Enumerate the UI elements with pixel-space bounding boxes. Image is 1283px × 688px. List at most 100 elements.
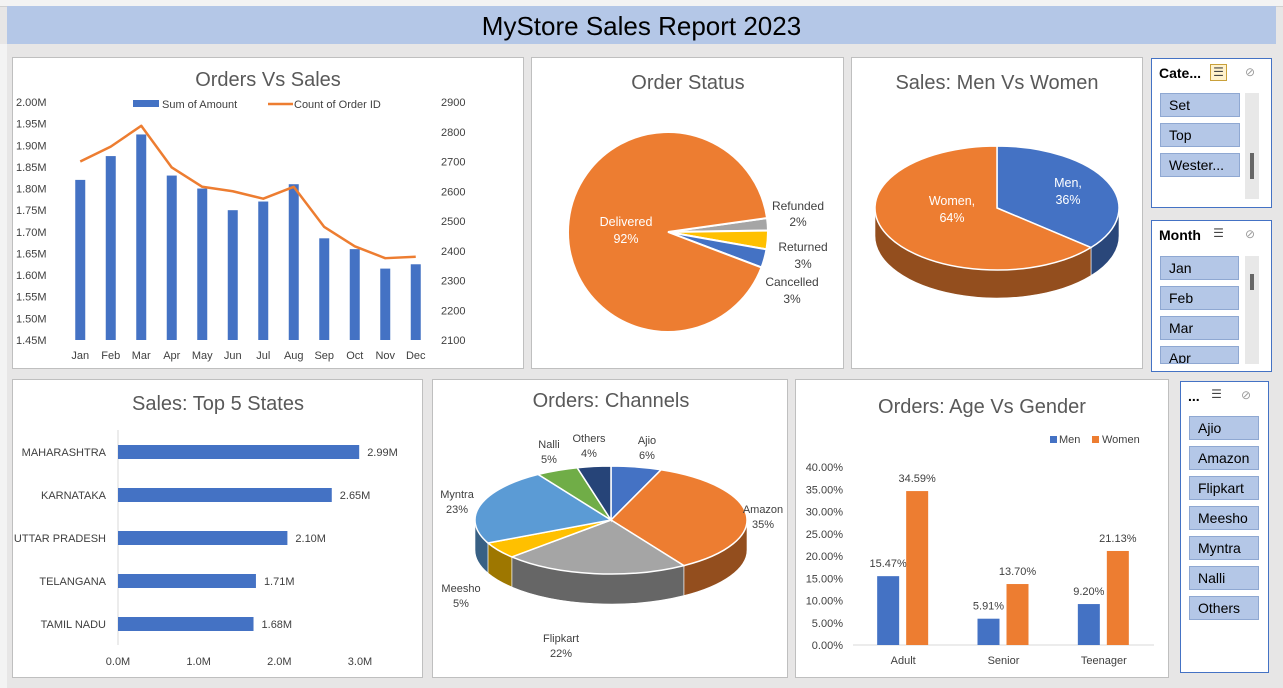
- y-tick-label: 30.00%: [806, 507, 844, 519]
- x-tick-label: Dec: [406, 350, 426, 362]
- y-left-tick-label: 1.55M: [16, 292, 47, 304]
- y-right-tick-label: 2200: [441, 305, 465, 317]
- legend-label-women: Women: [1102, 434, 1140, 446]
- gender-slice-0: [996, 145, 1120, 249]
- slicer-item-others[interactable]: Others: [1189, 596, 1259, 620]
- chart-title: Sales: Men Vs Women: [895, 72, 1098, 94]
- slicer-item-apr[interactable]: Apr: [1160, 346, 1239, 364]
- clear-filter-icon[interactable]: ⊘: [1245, 227, 1256, 241]
- bar-dec: [410, 264, 421, 340]
- slicer-item-nalli[interactable]: Nalli: [1189, 566, 1259, 590]
- legend-label-amount: Sum of Amount: [162, 99, 237, 111]
- gender-slice-1: [874, 145, 1093, 271]
- sheet-row-header-strip: [0, 44, 7, 688]
- value-label: 5.91%: [973, 601, 1004, 613]
- category-slicer[interactable]: Cate... ☰ ⊘ Set Top Wester...: [1151, 58, 1272, 208]
- x-tick-label: May: [192, 350, 213, 362]
- label-nalli-pct: 5%: [541, 454, 557, 466]
- category-slicer-scrollbar[interactable]: [1245, 93, 1259, 199]
- y-right-tick-label: 2500: [441, 216, 465, 228]
- state-label: MAHARASHTRA: [22, 447, 107, 459]
- value-label: 2.10M: [295, 533, 326, 545]
- label-myntra: Myntra: [440, 489, 475, 501]
- slicer-item-western[interactable]: Wester...: [1160, 153, 1240, 177]
- age-vs-gender-panel[interactable]: Orders: Age Vs Gender Men Women 40.00% 35.00…: [795, 379, 1169, 678]
- bar-teenager-women: [1106, 550, 1129, 645]
- label-refunded: Refunded: [772, 199, 824, 213]
- label-delivered-pct: 92%: [613, 232, 638, 246]
- value-label: 1.68M: [262, 619, 293, 631]
- scrollbar-thumb[interactable]: [1250, 153, 1254, 179]
- y-right-tick-label: 2800: [441, 127, 465, 139]
- label-men: Men,: [1054, 176, 1082, 190]
- scrollbar-thumb[interactable]: [1250, 274, 1254, 290]
- slicer-item-jan[interactable]: Jan: [1160, 256, 1239, 280]
- y-tick-label: 10.00%: [806, 596, 844, 608]
- order-status-panel[interactable]: Order Status Delivered 92% Refunded 2% Return…: [531, 57, 844, 369]
- label-flipkart: Flipkart: [543, 633, 579, 645]
- month-slicer-scrollbar[interactable]: [1245, 256, 1259, 364]
- bar-adult-men: [877, 576, 900, 645]
- label-returned-pct: 3%: [794, 257, 812, 271]
- y-left-tick-label: 1.65M: [16, 248, 47, 260]
- month-slicer[interactable]: Month ☰ ⊘ Jan Feb Mar Apr: [1151, 220, 1272, 372]
- state-label: TELANGANA: [39, 576, 106, 588]
- value-label: 34.59%: [899, 473, 937, 485]
- orders-vs-sales-panel[interactable]: Orders Vs Sales 2.00M 1.95M 1.90M 1.85M 1.80M…: [12, 57, 524, 369]
- slicer-item-flipkart[interactable]: Flipkart: [1189, 476, 1259, 500]
- value-label: 13.70%: [999, 566, 1037, 578]
- label-amazon-pct: 35%: [752, 519, 774, 531]
- line-count-of-order-id: [79, 124, 416, 260]
- slicer-item-meesho[interactable]: Meesho: [1189, 506, 1259, 530]
- clear-filter-icon[interactable]: ⊘: [1245, 65, 1256, 79]
- value-label: 9.20%: [1073, 586, 1104, 598]
- slicer-item-top[interactable]: Top: [1160, 123, 1240, 147]
- bar-mar: [136, 134, 147, 340]
- x-tick-label: 2.0M: [267, 656, 291, 668]
- y-tick-label: 0.00%: [812, 640, 843, 652]
- slicer-item-mar[interactable]: Mar: [1160, 316, 1239, 340]
- label-others-pct: 4%: [581, 448, 597, 460]
- label-others: Others: [572, 433, 606, 445]
- channel-slicer[interactable]: ... ☰ ⊘ Ajio Amazon Flipkart Meesho Mynt…: [1180, 381, 1269, 673]
- men-vs-women-panel[interactable]: Sales: Men Vs Women Men, 36% Women, 64%: [851, 57, 1143, 369]
- slicer-item-ajio[interactable]: Ajio: [1189, 416, 1259, 440]
- x-tick-label: Teenager: [1081, 655, 1127, 667]
- y-right-tick-label: 2100: [441, 335, 465, 347]
- x-tick-label: Sep: [314, 350, 334, 362]
- label-refunded-pct: 2%: [789, 215, 807, 229]
- multi-select-icon[interactable]: ☰: [1210, 64, 1227, 81]
- x-tick-label: Senior: [988, 655, 1020, 667]
- y-left-tick-label: 2.00M: [16, 97, 47, 109]
- slicer-item-amazon[interactable]: Amazon: [1189, 446, 1259, 470]
- slicer-item-set[interactable]: Set: [1160, 93, 1240, 117]
- orders-vs-sales-chart: Orders Vs Sales 2.00M 1.95M 1.90M 1.85M 1.80M…: [16, 69, 465, 362]
- x-tick-label: Mar: [132, 350, 151, 362]
- y-left-tick-label: 1.80M: [16, 184, 47, 196]
- slicer-item-myntra[interactable]: Myntra: [1189, 536, 1259, 560]
- label-nalli: Nalli: [538, 439, 559, 451]
- channels-chart: Orders: Channels Ajio 6% Amazon 35% Flipkart 2…: [440, 390, 783, 660]
- x-tick-label: Adult: [891, 655, 916, 667]
- y-left-tick-label: 1.75M: [16, 205, 47, 217]
- x-tick-label: Nov: [375, 350, 395, 362]
- x-tick-label: 0.0M: [106, 656, 130, 668]
- slicer-item-feb[interactable]: Feb: [1160, 286, 1239, 310]
- bar-may: [197, 188, 208, 340]
- y-left-tick-label: 1.95M: [16, 119, 47, 131]
- chart-title: Orders Vs Sales: [195, 69, 341, 91]
- multi-select-icon[interactable]: ☰: [1211, 387, 1222, 401]
- legend-swatch-men: [1050, 436, 1057, 443]
- label-returned: Returned: [778, 240, 827, 254]
- clear-filter-icon[interactable]: ⊘: [1241, 388, 1252, 402]
- y-right-tick-label: 2900: [441, 97, 465, 109]
- y-tick-label: 5.00%: [812, 618, 843, 630]
- y-left-tick-label: 1.85M: [16, 162, 47, 174]
- multi-select-icon[interactable]: ☰: [1213, 226, 1224, 240]
- channels-panel[interactable]: Orders: Channels Ajio 6% Amazon 35% Flipkart 2…: [432, 379, 788, 678]
- top-states-panel[interactable]: Sales: Top 5 States MAHARASHTRA 2.99M KARNA…: [12, 379, 423, 678]
- y-left-tick-label: 1.45M: [16, 335, 47, 347]
- legend-label-men: Men: [1059, 434, 1080, 446]
- label-cancelled: Cancelled: [765, 275, 818, 289]
- chart-title: Orders: Age Vs Gender: [878, 396, 1086, 418]
